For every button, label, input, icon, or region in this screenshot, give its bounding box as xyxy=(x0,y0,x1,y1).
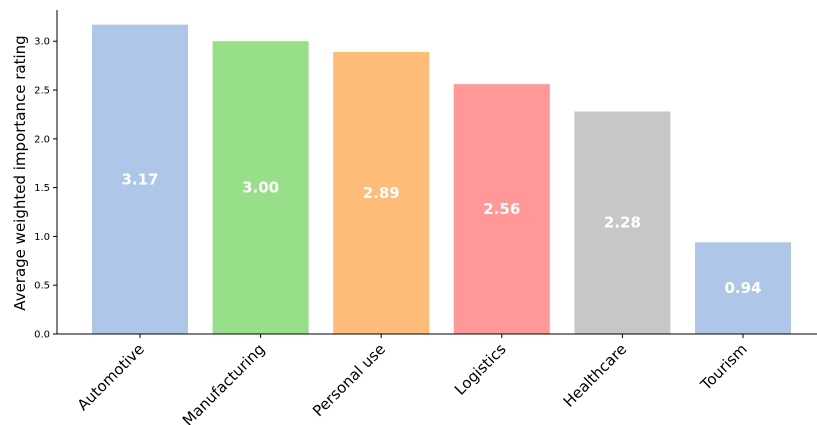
bar-tourism xyxy=(695,242,791,334)
x-axis: Automotive Manufacturing Personal use Logis… xyxy=(57,333,817,425)
bar-value-label: 3.00 xyxy=(242,179,279,197)
y-tick-label: 0.0 xyxy=(34,330,50,341)
category-label: Automotive xyxy=(74,340,148,414)
y-tick-label: 1.5 xyxy=(34,183,50,194)
category-label: Tourism xyxy=(696,340,750,394)
category-label: Healthcare xyxy=(560,340,631,411)
y-axis: 0.0 0.5 1.0 1.5 2.0 2.5 3.0 xyxy=(34,10,58,341)
y-tick-label: 0.5 xyxy=(34,281,50,292)
category-label: Logistics xyxy=(451,340,510,399)
y-axis-title: Average weighted importance rating xyxy=(11,35,29,310)
y-tick-label: 3.0 xyxy=(34,37,50,48)
bar-automotive xyxy=(92,24,188,335)
category-label: Personal use xyxy=(309,340,389,420)
bars-group: 3.17 3.00 2.89 2.56 2.28 0.94 xyxy=(92,24,791,335)
bar-personal-use xyxy=(333,51,430,334)
y-tick-label: 1.0 xyxy=(34,232,50,243)
y-tick-label: 2.0 xyxy=(34,134,50,145)
bar-value-label: 0.94 xyxy=(724,279,761,297)
bar-value-label: 3.17 xyxy=(121,170,158,188)
bar-healthcare xyxy=(574,111,671,334)
bar-manufacturing xyxy=(212,41,309,335)
bar-logistics xyxy=(453,84,550,335)
bar-value-label: 2.56 xyxy=(483,200,520,218)
category-label: Manufacturing xyxy=(179,340,269,425)
bar-value-label: 2.89 xyxy=(363,184,400,202)
y-tick-label: 2.5 xyxy=(34,86,50,97)
bar-value-label: 2.28 xyxy=(604,214,641,232)
